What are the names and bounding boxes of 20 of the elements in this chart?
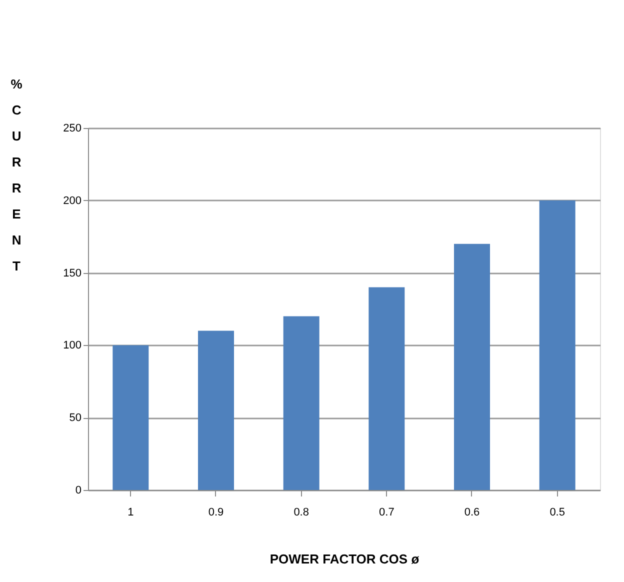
x-tick-label: 0.7 [379,506,394,518]
bar [283,316,320,490]
x-tick-label: 0.8 [294,506,309,518]
bar [454,244,490,490]
x-tick-label: 1 [128,506,134,518]
y-tick-label: 50 [69,412,82,424]
y-tick-label: 100 [63,340,82,352]
y-tick-label: 250 [63,122,82,134]
y-tick-label: 0 [75,484,82,496]
y-tick-label: 150 [63,267,82,280]
bar [539,200,576,490]
x-tick-label: 0.5 [550,506,565,518]
y-tick-label: 200 [63,194,82,207]
bar [198,330,234,490]
x-axis-title: POWER FACTOR COS ø [270,552,420,566]
bar [112,345,149,490]
x-tick-label: 0.6 [464,506,480,518]
bar [368,287,405,490]
x-tick-label: 0.9 [208,506,224,518]
y-axis-title: % CURRENT [10,76,23,274]
